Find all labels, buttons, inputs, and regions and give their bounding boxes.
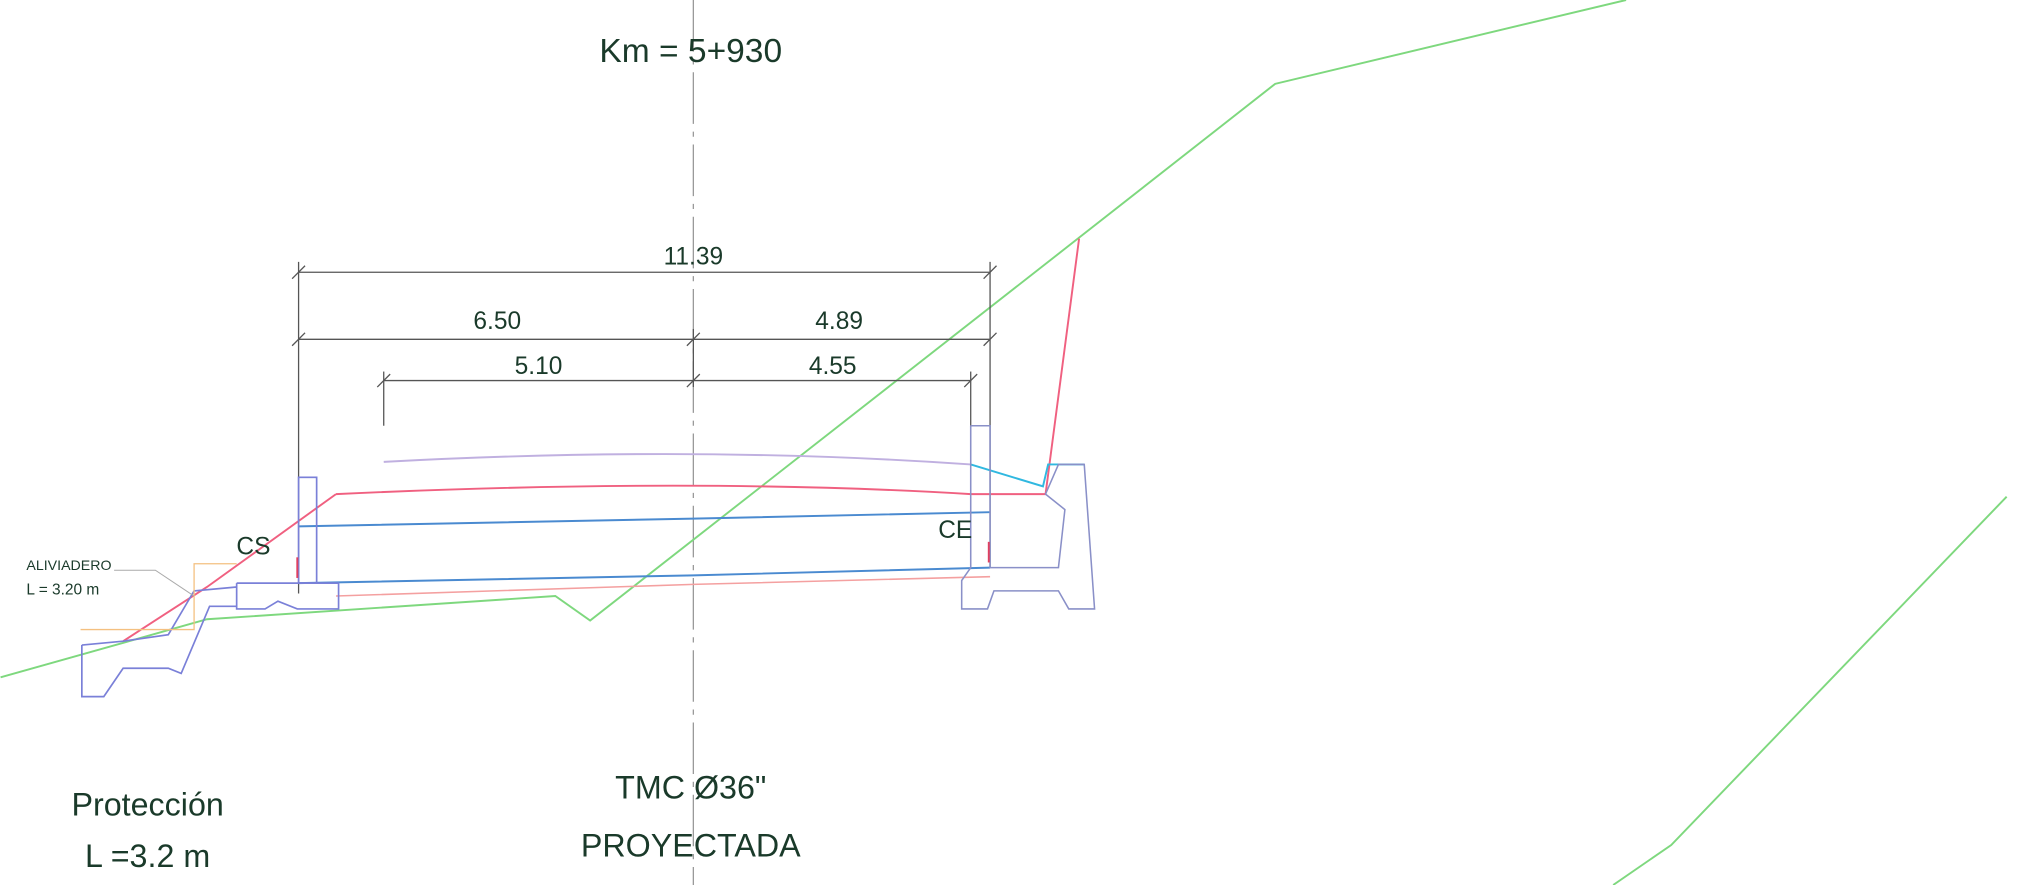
protection-title: Protección: [71, 786, 223, 822]
red-slope: [122, 493, 337, 642]
blue-layer-lower: [298, 566, 991, 585]
point-label: CE: [938, 517, 972, 544]
pink-layer: [335, 575, 991, 597]
point-label: CS: [236, 534, 270, 561]
road-surface: [383, 453, 971, 466]
red-layer: [335, 238, 1081, 496]
dimension-label: 4.89: [815, 308, 863, 335]
blue-layer: [298, 511, 991, 528]
dimension-lines: [291, 261, 997, 594]
leader-line: [114, 569, 195, 597]
dimension-label: 5.10: [515, 353, 563, 380]
protection-length: L =3.2 m: [85, 838, 210, 874]
dimension-label: 4.55: [809, 353, 857, 380]
spillway-length: L = 3.20 m: [26, 582, 99, 599]
spillway-outline: [80, 563, 237, 631]
pipe-status: PROYECTADA: [581, 828, 801, 864]
left-gutter: [81, 476, 340, 698]
cyan-line: [970, 463, 1085, 488]
terrain-line-right: [1612, 496, 2008, 885]
pipe-name: TMC Ø36": [615, 770, 766, 806]
terrain-line: [0, 0, 1627, 679]
dimension-label: 11.39: [664, 243, 724, 270]
right-gutter: [960, 424, 1096, 610]
dimension-label: 6.50: [473, 308, 521, 335]
title: Km = 5+930: [599, 33, 782, 70]
spillway-label: ALIVIADERO: [26, 558, 111, 574]
